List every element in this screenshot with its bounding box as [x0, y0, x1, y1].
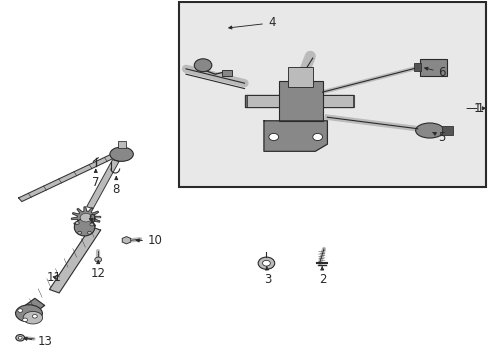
- Circle shape: [75, 222, 79, 225]
- Bar: [221, 69, 232, 76]
- Bar: [413, 63, 420, 71]
- Polygon shape: [246, 95, 353, 107]
- Circle shape: [22, 318, 27, 321]
- Polygon shape: [264, 121, 327, 151]
- Circle shape: [32, 315, 37, 318]
- Circle shape: [18, 336, 22, 339]
- Text: 8: 8: [112, 177, 120, 196]
- Circle shape: [268, 134, 278, 140]
- Polygon shape: [19, 153, 117, 202]
- Bar: [419, 59, 446, 76]
- Text: 1: 1: [472, 102, 485, 115]
- Circle shape: [87, 231, 91, 234]
- Circle shape: [78, 231, 81, 234]
- Text: —1: —1: [465, 102, 484, 115]
- Polygon shape: [15, 298, 44, 320]
- Text: 6: 6: [424, 66, 445, 79]
- Bar: [278, 81, 322, 121]
- Text: 12: 12: [91, 261, 105, 280]
- Ellipse shape: [74, 219, 95, 236]
- Circle shape: [16, 334, 24, 341]
- Ellipse shape: [16, 305, 42, 322]
- Circle shape: [262, 260, 270, 266]
- Ellipse shape: [415, 123, 443, 138]
- Circle shape: [80, 213, 92, 222]
- Polygon shape: [49, 227, 101, 293]
- Circle shape: [95, 257, 102, 262]
- Circle shape: [194, 59, 211, 72]
- Text: 3: 3: [264, 267, 271, 285]
- Polygon shape: [86, 160, 119, 208]
- Bar: [288, 67, 312, 87]
- Text: 9: 9: [88, 213, 96, 226]
- Polygon shape: [245, 95, 352, 107]
- Bar: [441, 126, 452, 135]
- Text: 10: 10: [136, 234, 163, 247]
- Text: 5: 5: [432, 131, 445, 144]
- Text: 4: 4: [228, 17, 275, 30]
- Circle shape: [90, 223, 94, 226]
- Bar: [118, 141, 125, 148]
- Text: 7: 7: [92, 170, 100, 189]
- Polygon shape: [71, 207, 101, 228]
- Text: 2: 2: [318, 267, 325, 285]
- Text: 13: 13: [24, 335, 52, 348]
- Bar: [178, 3, 485, 187]
- Ellipse shape: [110, 147, 133, 161]
- Text: 11: 11: [47, 271, 62, 284]
- Circle shape: [312, 134, 322, 140]
- Polygon shape: [122, 237, 130, 244]
- Circle shape: [258, 257, 274, 269]
- Circle shape: [18, 309, 22, 312]
- Ellipse shape: [23, 311, 42, 324]
